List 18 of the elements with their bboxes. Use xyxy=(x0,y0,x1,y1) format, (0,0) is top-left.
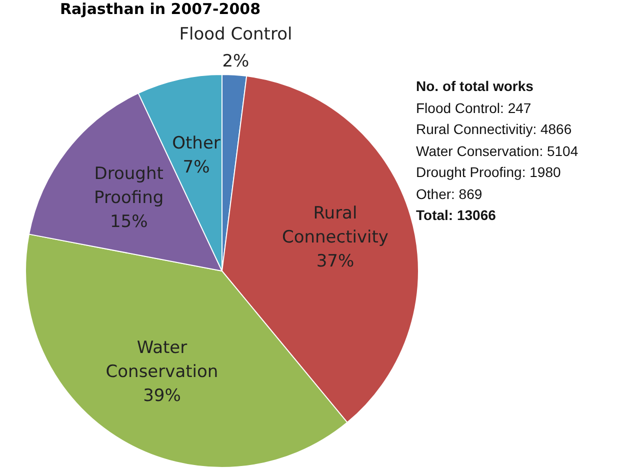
text: Flood Control: 247 xyxy=(416,98,532,118)
text: Other: 869 xyxy=(416,184,484,204)
data-label: 2% xyxy=(222,51,250,72)
slice-label: Water Conservation xyxy=(106,338,218,382)
data-label: 37% xyxy=(316,252,354,272)
slice-label: Drought Proofing xyxy=(94,164,164,208)
text: Water Conservation: 5104 xyxy=(416,142,580,160)
slice-label: Other xyxy=(172,133,220,154)
slice-label: Flood Control xyxy=(179,24,292,44)
chart-title: Rajasthan in 2007-2008 xyxy=(60,0,261,18)
text: Total: 13066 xyxy=(416,206,497,225)
text: Drought Proofing: 1980 xyxy=(416,163,562,182)
data-label: 15% xyxy=(110,212,148,232)
slice-label: Rural Connectivity xyxy=(282,204,388,248)
text: No. of total works xyxy=(416,77,534,96)
data-label: 7% xyxy=(182,157,210,178)
data-label: 39% xyxy=(143,386,181,406)
text: Rural Connectivitiy: 4866 xyxy=(416,120,573,139)
